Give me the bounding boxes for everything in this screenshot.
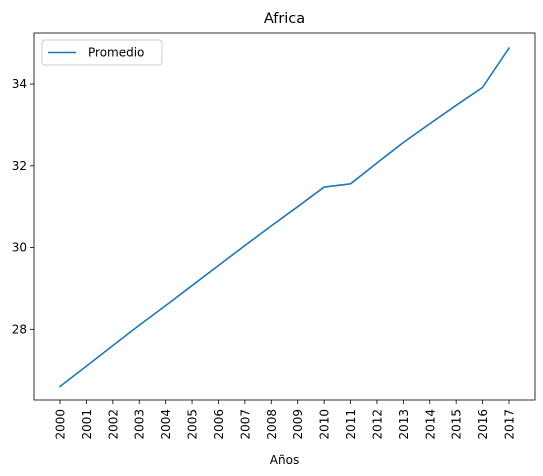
x-tick-label: 2007: [238, 409, 252, 440]
x-tick-label: 2012: [370, 409, 384, 440]
x-tick-label: 2009: [291, 409, 305, 440]
x-tick-label: 2011: [344, 409, 358, 440]
x-tick-label: 2001: [80, 409, 94, 440]
x-tick-label: 2004: [159, 409, 173, 440]
plot-area: 28 30 32 34 2000 2001 2002 2003 2004 2005 2006 2007…: [12, 32, 536, 440]
x-tick-label: 2000: [54, 409, 68, 440]
x-tick-label: 2015: [450, 409, 464, 440]
plot-frame: [33, 32, 536, 401]
series-line: [58, 47, 511, 388]
legend-box: [41, 39, 163, 66]
legend: Promedio: [41, 39, 163, 66]
y-tick-label: 34: [12, 77, 27, 91]
x-axis-title: Años: [270, 453, 299, 467]
x-tick-label: 2008: [265, 409, 279, 440]
x-tick-label: 2016: [476, 409, 490, 440]
x-tick-label: 2006: [212, 409, 226, 440]
y-tick-label: 28: [12, 322, 27, 336]
x-tick-label: 2003: [133, 409, 147, 440]
x-tick-label: 2014: [423, 409, 437, 440]
x-tick-label: 2010: [318, 409, 332, 440]
y-tick-label: 32: [12, 159, 27, 173]
x-tick-label: 2013: [397, 409, 411, 440]
legend-label: Promedio: [88, 46, 144, 60]
x-tick-label: 2017: [503, 409, 517, 440]
chart-title: Africa: [264, 11, 305, 27]
x-tick-label: 2005: [186, 409, 200, 440]
x-tick-label: 2002: [106, 409, 120, 440]
y-tick-label: 30: [12, 241, 27, 255]
